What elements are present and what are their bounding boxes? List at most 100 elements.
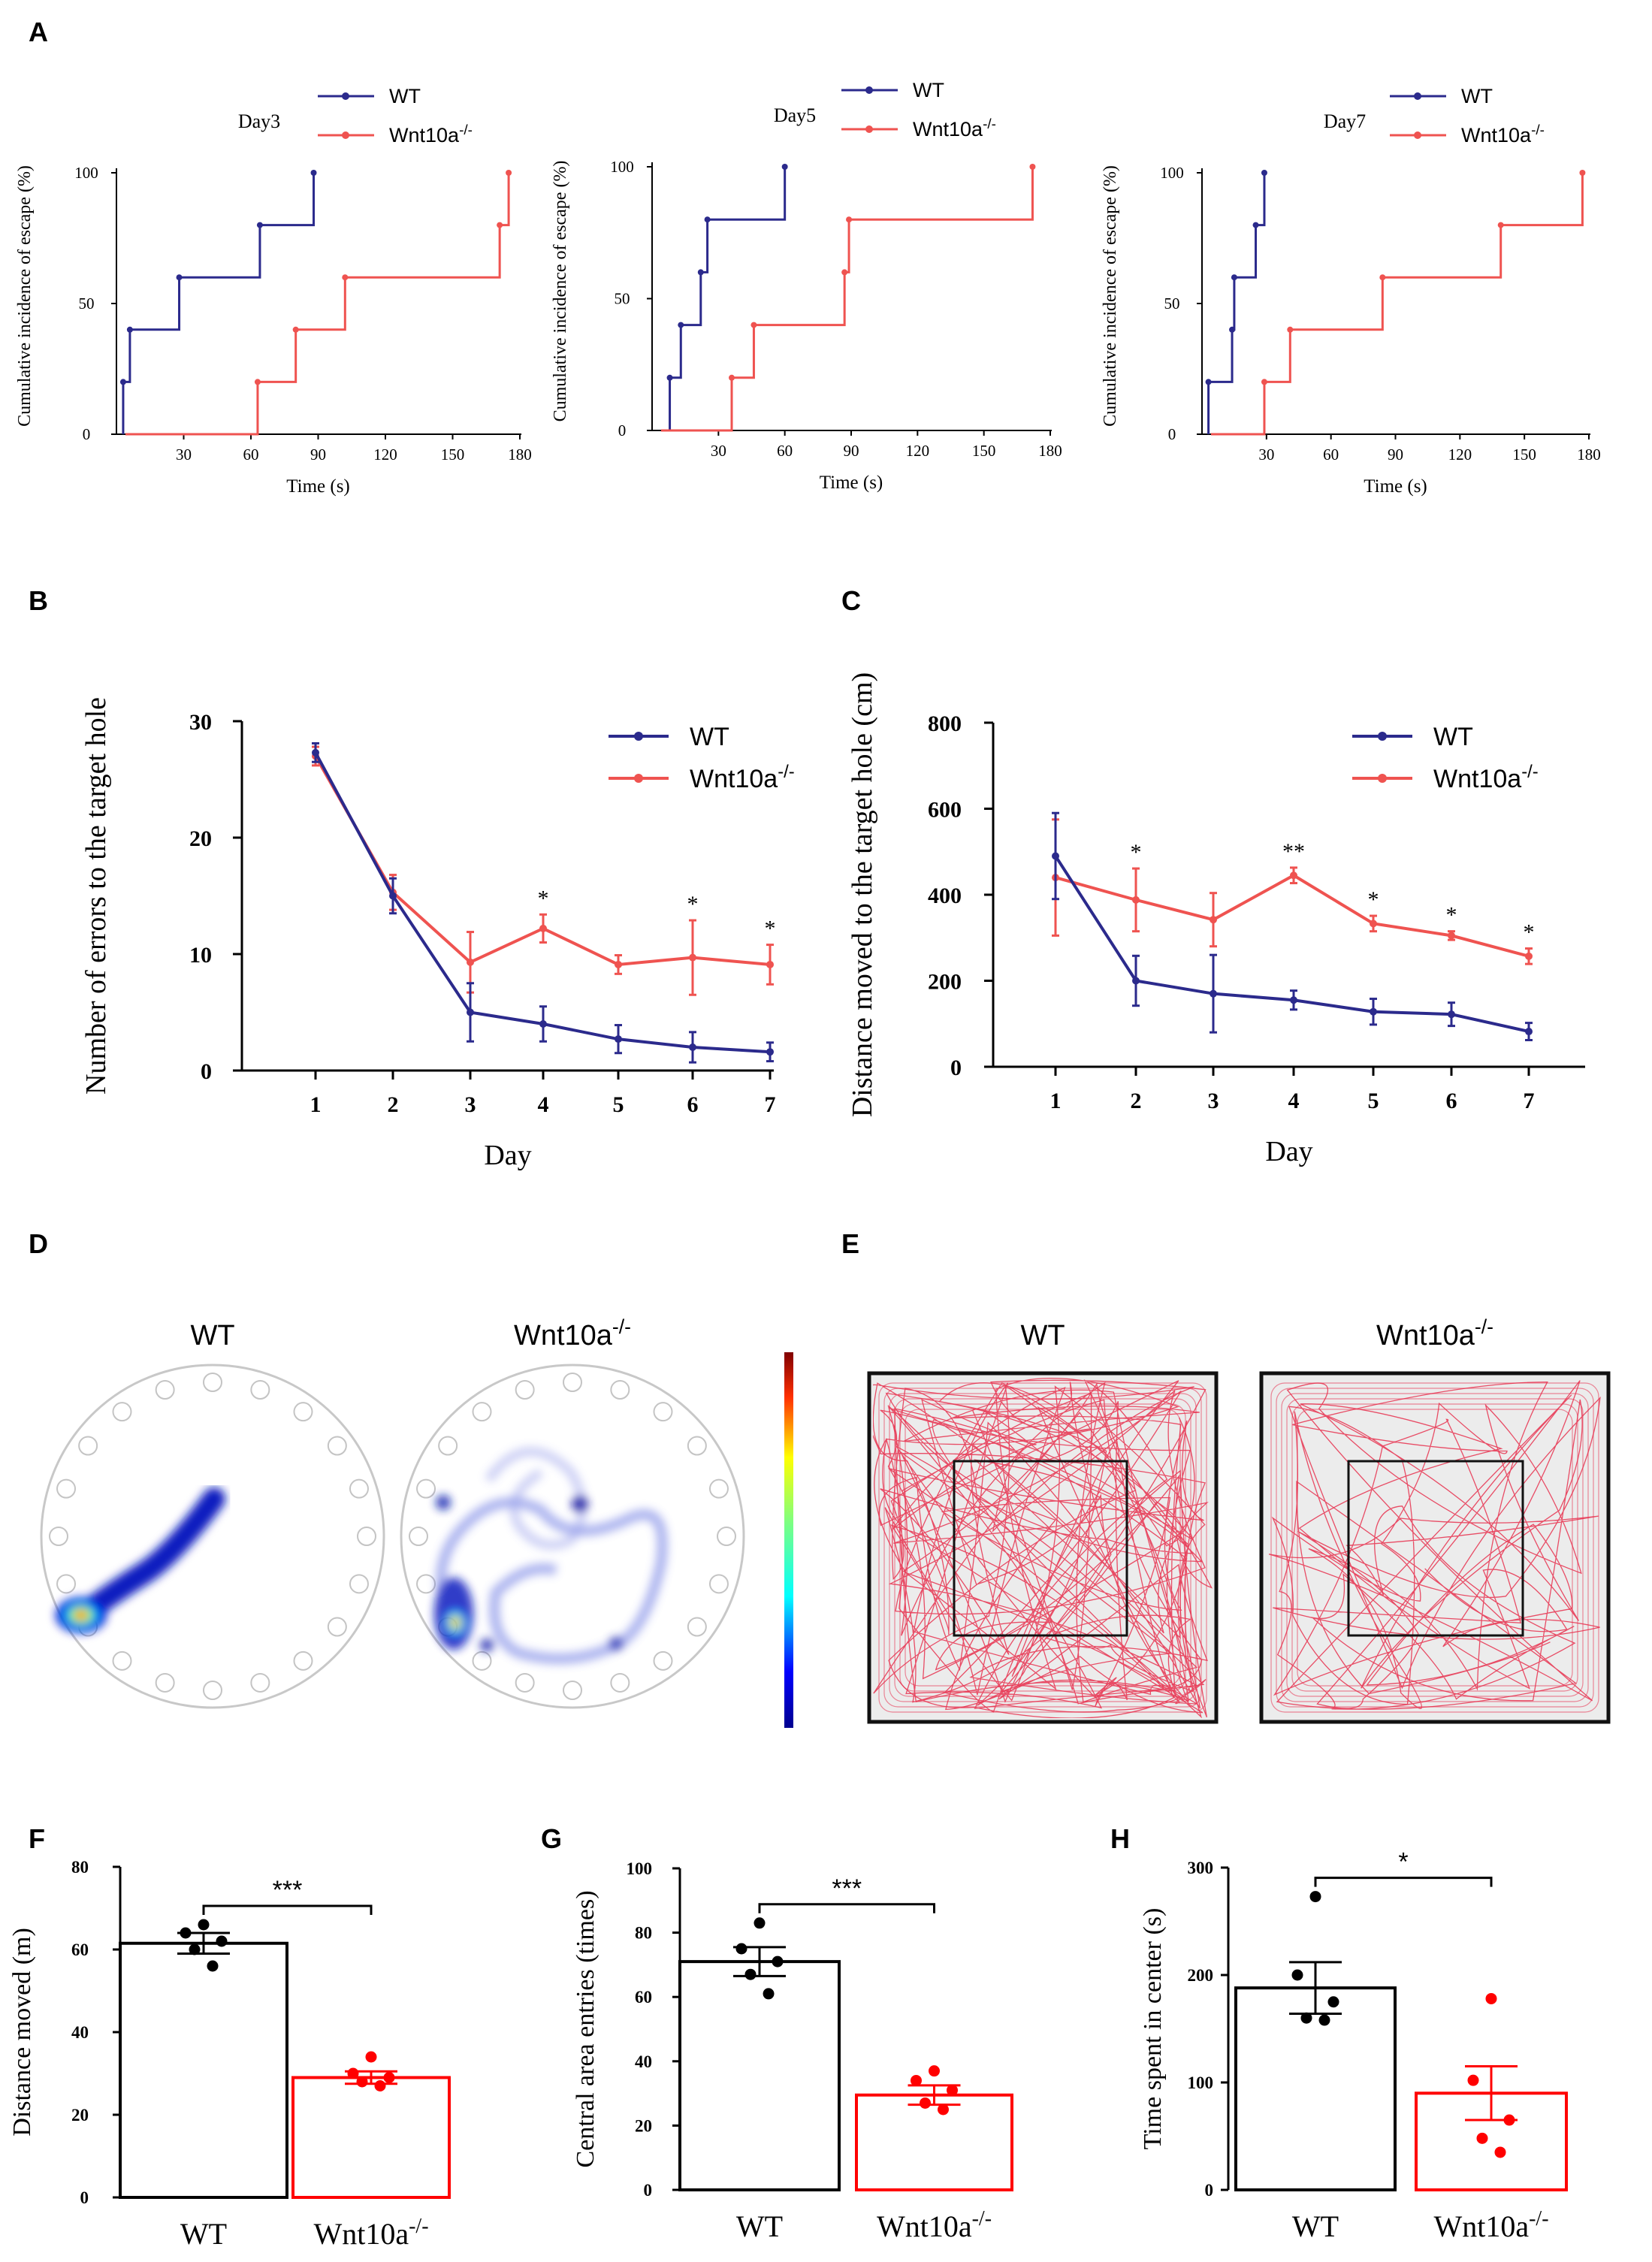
maze-hole [293, 1402, 313, 1422]
legend-label: WT [913, 79, 944, 101]
x-tick-label: 2 [1131, 1089, 1142, 1113]
x-tick-label: 5 [613, 1092, 624, 1117]
data-point-wt [689, 1043, 696, 1051]
data-point-ko [1379, 274, 1386, 281]
legend-marker [1378, 732, 1387, 741]
data-point-ko [1261, 379, 1267, 385]
data-point-ko [342, 274, 349, 281]
x-tick-label: 6 [687, 1092, 699, 1117]
maze-hole [416, 1574, 436, 1594]
legend-label: Wnt10a-/- [1461, 122, 1545, 147]
y-tick-label: 0 [1205, 2181, 1214, 2200]
x-axis-title: Day [1265, 1136, 1312, 1167]
data-point-ko [911, 2074, 922, 2086]
x-tick-label: 180 [1577, 445, 1601, 464]
center-zone-wt [953, 1460, 1128, 1637]
data-point-wt [539, 1020, 547, 1028]
chart-f-distance-moved: 0 20 40 60 80 Distance moved (m) WT Wnt10a-/- **… [8, 1858, 451, 2251]
x-tick-label: 2 [388, 1092, 399, 1117]
y-tick-label: 60 [635, 1988, 652, 2007]
maze-hole [357, 1527, 376, 1546]
significance-marker: * [1131, 840, 1142, 865]
data-point-wt [1210, 989, 1217, 998]
legend-marker [1378, 774, 1387, 783]
movement-track-perimeter [1297, 1409, 1573, 1687]
y-tick-label: 100 [1188, 2073, 1214, 2092]
y-axis-title: Cumulative incidence of escape (%) [551, 161, 570, 422]
x-tick-label: 150 [972, 442, 996, 460]
y-tick-label: 600 [928, 798, 962, 823]
data-point-ko [920, 2097, 931, 2109]
x-tick-label: 90 [844, 442, 859, 460]
data-point-ko [1525, 952, 1533, 960]
x-tick-label: 7 [765, 1092, 776, 1117]
chart-title: Day5 [774, 104, 816, 126]
x-tick-label: 60 [243, 445, 259, 464]
x-tick-label: 1 [1050, 1089, 1062, 1113]
x-tick-label: 3 [1208, 1089, 1219, 1113]
movement-track-perimeter [1286, 1398, 1584, 1697]
data-point-wt [781, 164, 788, 170]
panel-e-title-wt: WT [1020, 1320, 1065, 1351]
series-wt-step-line [669, 167, 787, 430]
movement-track-perimeter [899, 1403, 1186, 1692]
y-tick-label: 0 [80, 2188, 89, 2207]
y-tick-label: 80 [635, 1924, 652, 1943]
data-point-ko [1290, 871, 1297, 880]
legend-label: WT [690, 723, 729, 751]
data-point-ko [766, 960, 774, 968]
significance-marker: * [1524, 920, 1535, 945]
panel-e-title-ko: Wnt10a-/- [1376, 1315, 1493, 1351]
data-point-wt [1252, 222, 1259, 228]
data-point-ko [1476, 2132, 1488, 2144]
center-zone-ko [1347, 1460, 1524, 1637]
y-axis-title: Number of errors to the target hole [80, 697, 112, 1095]
x-tick-label: 4 [538, 1092, 549, 1117]
maze-hole [472, 1402, 492, 1422]
data-point-wt [1300, 2012, 1312, 2024]
data-point-wt [1132, 977, 1140, 985]
panel-d-title-wt: WT [190, 1320, 234, 1351]
data-point-wt [207, 1960, 219, 1972]
movement-track-perimeter [878, 1382, 1207, 1713]
data-point-wt [216, 1935, 228, 1947]
significance-marker: * [1368, 887, 1379, 912]
data-point-ko [254, 379, 261, 385]
y-axis-title: Distance moved (m) [8, 1928, 36, 2137]
y-tick-label: 0 [644, 2181, 653, 2200]
y-tick-label: 0 [950, 1055, 962, 1080]
data-point-ko [1467, 2074, 1479, 2086]
x-tick-label: 6 [1446, 1089, 1457, 1113]
legend-label: Wnt10a-/- [690, 762, 795, 794]
data-point-ko [1210, 916, 1217, 924]
x-tick-label: 90 [310, 445, 326, 464]
y-tick-label: 40 [71, 2023, 89, 2042]
x-tick-label: 120 [906, 442, 930, 460]
series-ko-step-line [1211, 173, 1584, 436]
x-axis-title: Day [484, 1140, 531, 1171]
significance-marker: ** [1282, 839, 1305, 864]
maze-hole [653, 1402, 673, 1422]
significance-bracket [1314, 1877, 1493, 1887]
maze-hole [416, 1478, 436, 1499]
x-axis-title: Time (s) [1364, 476, 1427, 497]
data-point-wt [1290, 996, 1297, 1004]
data-point-wt [735, 1943, 747, 1955]
y-axis-title: Central area entries (times) [572, 1890, 599, 2167]
y-tick-label: 0 [83, 425, 91, 443]
y-tick-label: 200 [928, 970, 962, 995]
maze-hole [610, 1672, 630, 1693]
maze-hole [56, 1574, 77, 1594]
chart-c-distance: 1 2 3 4 5 6 7 0 200 400 600 800 Day Distance moved to… [847, 672, 1585, 1167]
x-tick-label: 180 [1038, 442, 1062, 460]
data-point-wt [1327, 1996, 1339, 2008]
bar-wt [678, 1960, 841, 2192]
maze-hole [112, 1650, 132, 1671]
x-tick-label: 30 [1258, 445, 1274, 464]
chart-a-day3: 30 60 90 120 150 180 0 50 100 Time (s) Cumulative … [15, 85, 532, 497]
maze-hole [438, 1436, 458, 1456]
data-point-ko [1448, 932, 1455, 940]
data-point-wt [697, 269, 704, 276]
data-point-wt [763, 1988, 775, 2000]
maze-hole [653, 1650, 673, 1671]
